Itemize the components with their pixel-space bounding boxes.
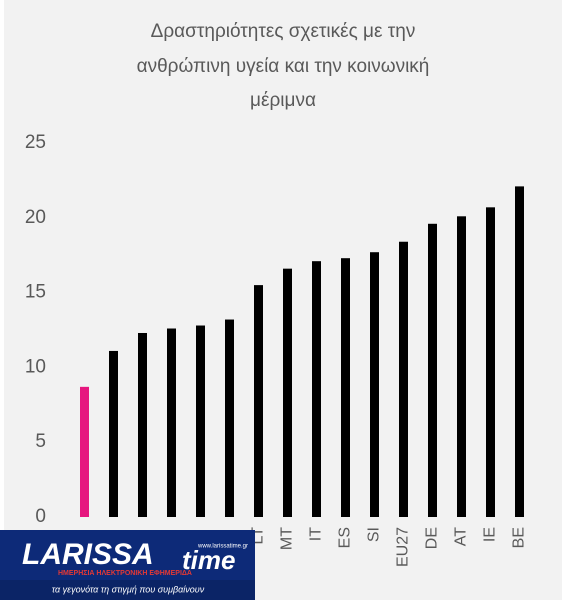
- logo-brand: LARISSA: [22, 538, 154, 571]
- logo-band: [0, 580, 255, 600]
- x-tick-label: IE: [482, 527, 499, 542]
- y-tick-label: 25: [25, 132, 46, 153]
- x-tick-label: ES: [337, 527, 354, 548]
- logo-url: www.larissatime.gr: [197, 544, 248, 550]
- x-tick-label: AT: [453, 527, 470, 546]
- y-tick-label: 5: [35, 431, 46, 452]
- logo-brand: time: [182, 545, 235, 575]
- x-tick-label: MT: [279, 527, 296, 550]
- bar: [457, 216, 466, 517]
- bar: [109, 350, 118, 517]
- bar: [196, 325, 205, 517]
- x-tick-label: SI: [366, 527, 383, 542]
- bar: [428, 223, 437, 517]
- y-tick-label: 0: [35, 506, 46, 527]
- bar: [138, 332, 147, 517]
- x-tick-label: IT: [308, 527, 325, 541]
- logo-subtitle: ΗΜΕΡΗΣΙΑ ΗΛΕΚΤΡΟΝΙΚΗ ΕΦΗΜΕΡΙΔΑ: [58, 570, 192, 577]
- x-tick-label: EU27: [395, 527, 412, 567]
- logo: LARISSA time www.larissatime.gr ΗΜΕΡΗΣΙΑ…: [0, 530, 255, 600]
- chart-title: μέριμνα: [250, 90, 316, 111]
- x-tick-label: DE: [424, 527, 441, 549]
- bar: [254, 285, 263, 517]
- bar: [80, 386, 89, 517]
- logo-slogan: τα γεγονότα τη στιγμή που συμβαίνουν: [52, 584, 205, 594]
- bar: [486, 207, 495, 517]
- bar: [341, 258, 350, 517]
- bar: [167, 328, 176, 517]
- bar: [283, 268, 292, 517]
- y-tick-label: 15: [25, 282, 46, 303]
- bar: [515, 186, 524, 517]
- chart-title: ανθρώπινη υγεία και την κοινωνική: [137, 56, 430, 77]
- chart-title: Δραστηριότητες σχετικές με την: [151, 21, 416, 42]
- y-tick-label: 10: [25, 356, 46, 377]
- bar: [312, 261, 321, 517]
- bar: [370, 252, 379, 517]
- y-tick-label: 20: [25, 207, 46, 228]
- bar: [399, 241, 408, 517]
- x-tick-label: BE: [511, 527, 528, 548]
- bar: [225, 319, 234, 517]
